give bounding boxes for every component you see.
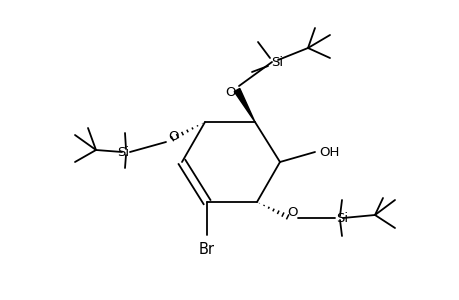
Text: Si: Si (335, 212, 347, 226)
Text: O: O (287, 206, 297, 220)
Text: Si: Si (270, 56, 282, 70)
Text: Br: Br (199, 242, 214, 256)
Text: Si: Si (117, 146, 129, 160)
Text: O: O (168, 130, 179, 142)
Text: O: O (225, 85, 236, 98)
Polygon shape (234, 88, 254, 122)
Text: OH: OH (318, 146, 338, 158)
